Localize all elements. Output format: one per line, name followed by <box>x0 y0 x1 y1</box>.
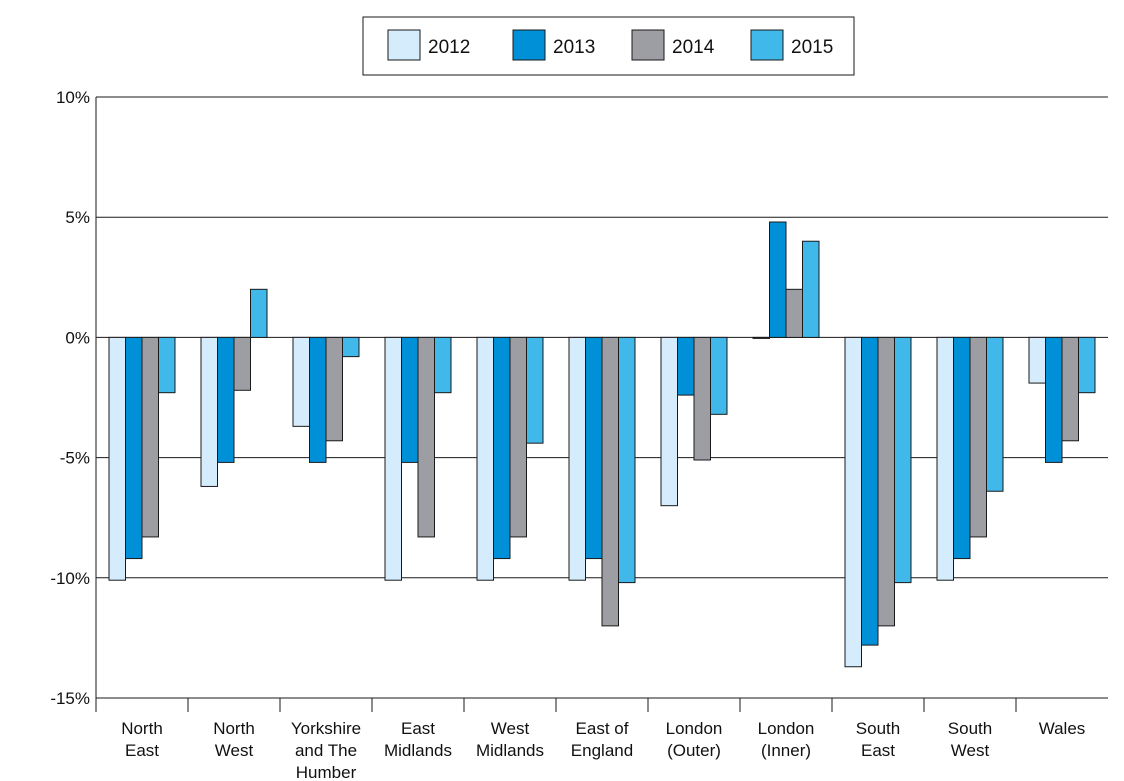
x-tick-label: London (Inner) <box>758 719 815 760</box>
bar-2012 <box>660 336 678 507</box>
bar-2015 <box>250 288 268 338</box>
y-tick-label: 0% <box>65 328 90 347</box>
bar-2015 <box>1078 336 1096 394</box>
legend-label-2014: 2014 <box>672 37 715 58</box>
bar-2015 <box>434 336 452 394</box>
bar-2012 <box>292 336 310 427</box>
bars <box>108 221 1096 668</box>
bar-2012 <box>384 336 402 581</box>
y-tick-label: -10% <box>50 569 90 588</box>
bar-2014 <box>233 336 251 391</box>
bar-2013 <box>861 336 879 646</box>
bar-2015 <box>618 336 636 584</box>
bar-2014 <box>1061 336 1079 442</box>
bar-2012 <box>1028 336 1046 384</box>
bar-2015 <box>342 336 360 358</box>
x-axis: North East North West Yorkshire and The Humber… <box>121 698 1085 781</box>
bar-2012 <box>200 336 218 487</box>
legend-swatch-2013 <box>512 29 546 61</box>
bar-2013 <box>769 221 787 338</box>
x-tick-label: East Midlands <box>384 719 452 760</box>
bar-2015 <box>158 336 176 394</box>
bar-2013 <box>953 336 971 560</box>
legend-swatch-2015 <box>750 29 784 61</box>
y-axis: 10% 5% 0% -5% -10% -15% <box>50 88 97 712</box>
bar-2013 <box>125 336 143 560</box>
x-tick-label: Wales <box>1039 719 1086 738</box>
y-tick-label: 10% <box>56 88 90 107</box>
bar-2012 <box>752 336 770 339</box>
bar-2014 <box>693 336 711 461</box>
x-tick-label: East of England <box>571 719 633 760</box>
x-tick-label: West Midlands <box>476 719 544 760</box>
y-tick-label: -5% <box>60 449 90 468</box>
legend-swatch-2014 <box>631 29 665 61</box>
bar-2015 <box>986 336 1004 492</box>
y-tick-label: 5% <box>65 208 90 227</box>
legend-label-2013: 2013 <box>553 37 595 58</box>
legend-swatch-2012 <box>387 29 421 61</box>
bar-2015 <box>802 240 820 338</box>
x-tick-label: North East <box>121 719 163 760</box>
bar-2012 <box>108 336 126 581</box>
bar-2014 <box>509 336 527 538</box>
bar-2015 <box>710 336 728 415</box>
x-tick-label: South East <box>856 719 900 760</box>
bar-2013 <box>1045 336 1063 463</box>
x-tick-label: South West <box>948 719 992 760</box>
y-tick-label: -15% <box>50 689 90 708</box>
bar-2012 <box>568 336 586 581</box>
bar-2014 <box>969 336 987 538</box>
bar-2015 <box>894 336 912 584</box>
bar-2013 <box>217 336 235 463</box>
bar-2012 <box>936 336 954 581</box>
x-tick-label: Yorkshire and The Humber <box>291 719 361 781</box>
bar-2015 <box>526 336 544 444</box>
bar-2012 <box>844 336 862 668</box>
bar-2012 <box>476 336 494 581</box>
legend-label-2012: 2012 <box>428 37 470 58</box>
bar-2014 <box>601 336 619 627</box>
bar-2014 <box>141 336 159 538</box>
bar-2013 <box>493 336 511 560</box>
bar-2014 <box>325 336 343 442</box>
x-tick-label: North West <box>213 719 255 760</box>
bar-2013 <box>401 336 419 463</box>
x-tick-label: London (Outer) <box>666 719 723 760</box>
legend-label-2015: 2015 <box>791 37 833 58</box>
bar-2013 <box>309 336 327 463</box>
bar-2014 <box>877 336 895 627</box>
bar-2013 <box>677 336 695 396</box>
bar-2014 <box>785 288 803 338</box>
bar-2014 <box>417 336 435 538</box>
legend: 2012 2013 2014 2015 <box>362 16 855 76</box>
bar-2013 <box>585 336 603 560</box>
